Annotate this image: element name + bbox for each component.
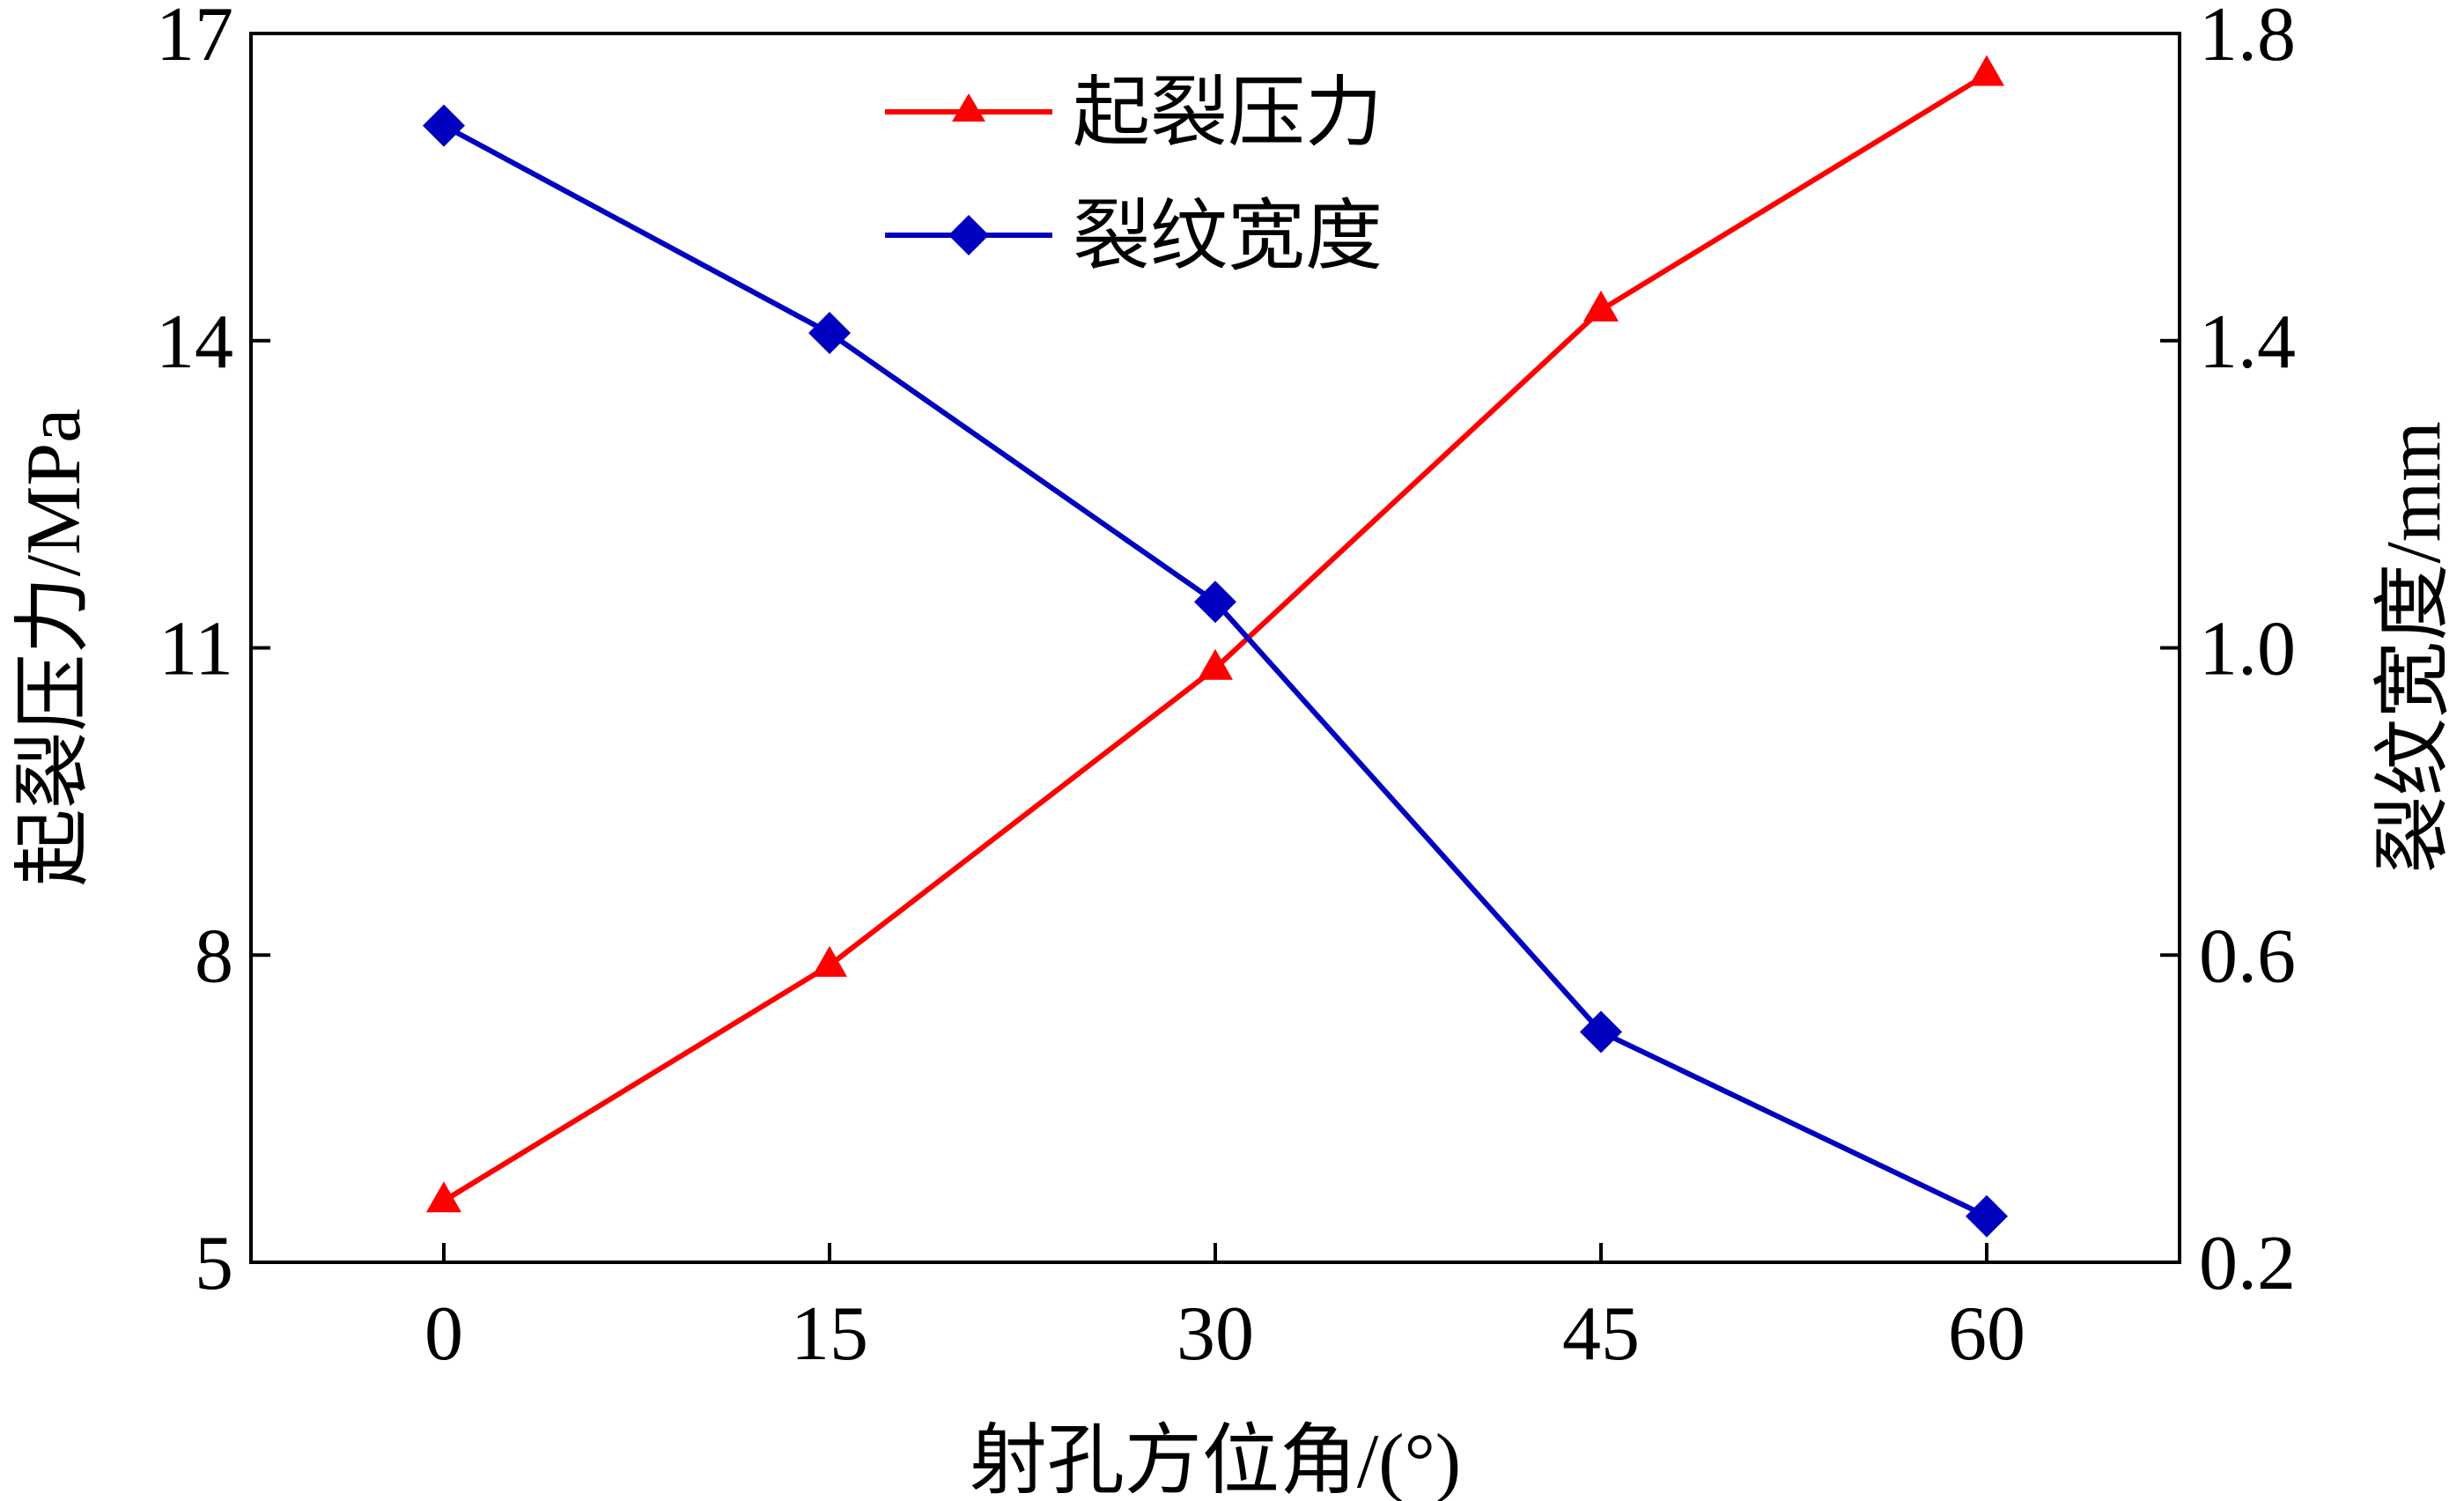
- legend: 起裂压力 裂纹宽度: [885, 71, 1383, 280]
- legend-marker-diamond-icon: [948, 215, 989, 255]
- x-axis-ticks: 0 15 30 45 60: [424, 1243, 2025, 1377]
- data-point-initiation-pressure: [1198, 648, 1233, 680]
- right-y-tick-label: 1.0: [2199, 607, 2296, 692]
- legend-label-crack-width: 裂纹宽度: [1073, 195, 1383, 280]
- x-axis-title: 射孔方位角/(°): [970, 1419, 1461, 1501]
- left-y-tick-label: 14: [156, 299, 233, 385]
- left-y-tick-label: 17: [156, 0, 233, 78]
- legend-item-crack-width: 裂纹宽度: [885, 195, 1383, 280]
- right-y-tick-label: 0.2: [2199, 1221, 2296, 1306]
- data-point-initiation-pressure: [812, 945, 847, 977]
- data-point-crack-width: [423, 104, 465, 147]
- legend-label-initiation-pressure: 起裂压力: [1073, 71, 1383, 157]
- legend-marker-triangle-icon: [952, 93, 985, 122]
- data-point-crack-width: [1194, 580, 1236, 624]
- data-point-initiation-pressure: [426, 1181, 461, 1213]
- data-point-crack-width: [1580, 1010, 1622, 1054]
- data-point-initiation-pressure: [1969, 55, 2004, 86]
- right-y-tick-label: 1.4: [2199, 299, 2296, 385]
- x-tick-label: 0: [424, 1291, 463, 1377]
- left-y-axis-title: 起裂压力/MPa: [11, 409, 97, 887]
- x-tick-label: 30: [1177, 1291, 1254, 1377]
- data-point-crack-width: [808, 312, 851, 355]
- x-tick-label: 60: [1948, 1291, 2025, 1377]
- left-y-tick-label: 11: [159, 607, 233, 692]
- right-y-tick-label: 0.6: [2199, 913, 2296, 999]
- legend-item-initiation-pressure: 起裂压力: [885, 71, 1383, 157]
- right-y-tick-label: 1.8: [2199, 0, 2296, 78]
- left-y-tick-label: 8: [195, 913, 233, 999]
- x-tick-label: 15: [791, 1291, 868, 1377]
- data-point-crack-width: [1966, 1194, 2008, 1238]
- left-y-tick-label: 5: [195, 1221, 233, 1306]
- right-y-axis-ticks: 0.2 0.6 1.0 1.4 1.8: [2160, 0, 2296, 1306]
- series-layer: [423, 55, 2008, 1238]
- data-point-initiation-pressure: [1583, 290, 1619, 322]
- right-y-axis-title: 裂纹宽度/mm: [2372, 421, 2457, 873]
- x-tick-label: 45: [1562, 1291, 1640, 1377]
- left-y-axis-ticks: 5 8 11 14 17: [156, 0, 270, 1306]
